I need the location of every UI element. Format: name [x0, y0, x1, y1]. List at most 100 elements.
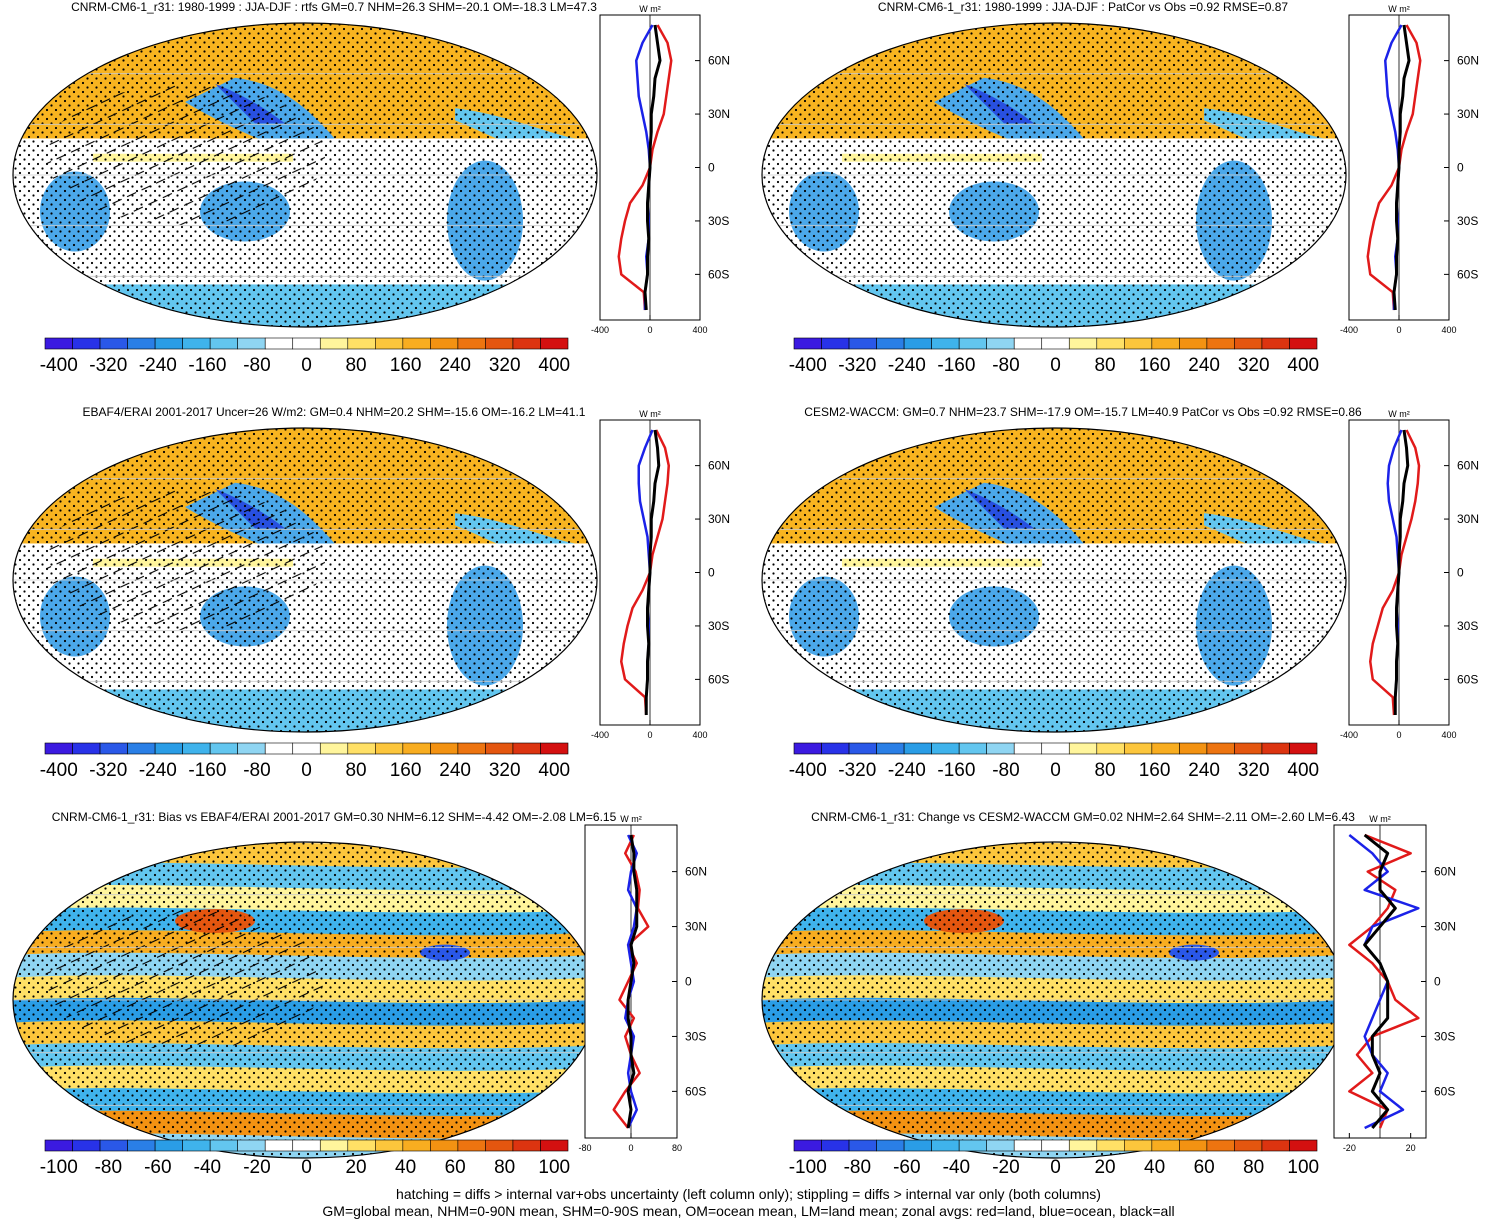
colorbar-label: -80: [844, 1157, 871, 1178]
colorbar-label: -80: [243, 760, 270, 781]
colorbar-swatch: [209, 1139, 238, 1152]
colorbar-swatch: [182, 337, 211, 350]
ytick-label: 30N: [708, 512, 730, 526]
colorbar-swatch: [793, 337, 822, 350]
colorbar-swatch: [430, 742, 459, 755]
ytick-label: 60S: [708, 672, 729, 686]
colorbar-swatch: [1179, 1139, 1208, 1152]
xtick-label: 0: [647, 730, 652, 740]
colorbar-swatch: [986, 742, 1015, 755]
colorbar-swatch: [237, 1139, 266, 1152]
colorbar-label: 400: [1287, 355, 1319, 376]
xtick-label: 80: [672, 1143, 682, 1153]
colorbar-swatch: [1234, 742, 1263, 755]
colorbar-label: 240: [1188, 760, 1220, 781]
ytick-label: 30S: [1457, 214, 1478, 228]
colorbar-swatch: [264, 337, 294, 350]
colorbar-label: -80: [992, 355, 1019, 376]
colorbar-swatch: [72, 337, 101, 350]
map-outline: [761, 427, 1347, 733]
xtick-label: -400: [1340, 325, 1358, 335]
colorbar: -400 -320 -240 -160 -80 0 80 160 240 320 400: [40, 742, 570, 781]
panel-middle-right: CESM2-WACCM: GM=0.7 NHM=23.7 SHM=-17.9 O…: [749, 405, 1497, 805]
panel-title: EBAF4/ERAI 2001-2017 Uncer=26 W/m2: GM=0…: [82, 405, 586, 419]
colorbar-label: -80: [95, 1157, 122, 1178]
colorbar-label: 0: [1050, 355, 1061, 376]
colorbar-swatch: [1096, 1139, 1125, 1152]
ytick-label: 30N: [685, 920, 707, 934]
colorbar-swatch: [931, 742, 960, 755]
colorbar-swatch: [485, 742, 514, 755]
colorbar-label: 160: [390, 760, 422, 781]
colorbar-label: 40: [395, 1157, 416, 1178]
zonal-mean-plot: W m² 60N 30N 0 30S 60S -20 20: [1333, 814, 1456, 1153]
map-outline: [12, 22, 598, 328]
colorbar-label: -400: [789, 355, 827, 376]
ytick-label: 60S: [1457, 267, 1478, 281]
colorbar-swatch: [182, 742, 211, 755]
colorbar-swatch: [821, 1139, 850, 1152]
colorbar-label: 80: [1094, 355, 1115, 376]
colorbar-swatch: [540, 742, 569, 755]
colorbar-swatch: [1096, 337, 1125, 350]
colorbar-label: 20: [345, 1157, 366, 1178]
land-series-line: [612, 834, 650, 1129]
colorbar-swatch: [1179, 337, 1208, 350]
colorbar-label: -240: [888, 760, 926, 781]
colorbar-swatch: [958, 742, 987, 755]
map-outline: [761, 22, 1347, 328]
panel-figure: W m² 60N 30N 0 30S 60S -400 0 400 -400 -320 -240 -16…: [761, 409, 1479, 781]
colorbar-swatch: [1013, 337, 1043, 350]
all-series-line: [1363, 833, 1397, 1129]
colorbar-label: 320: [489, 760, 521, 781]
colorbar-label: -320: [89, 355, 127, 376]
colorbar-swatch: [821, 337, 850, 350]
colorbar-label: -80: [243, 355, 270, 376]
ytick-label: 0: [1434, 975, 1441, 989]
colorbar-swatch: [1124, 337, 1153, 350]
colorbar-swatch: [292, 337, 321, 350]
panel-title: CESM2-WACCM: GM=0.7 NHM=23.7 SHM=-17.9 O…: [804, 405, 1362, 419]
colorbar-swatch: [264, 1139, 294, 1152]
ytick-label: 60N: [1457, 54, 1479, 68]
zonal-mean-plot: W m² 60N 30N 0 30S 60S -400 0 400: [591, 409, 730, 740]
ytick-label: 30S: [708, 619, 729, 633]
colorbar-swatch: [375, 742, 404, 755]
colorbar-swatch: [44, 742, 73, 755]
colorbar-label: -160: [937, 760, 975, 781]
colorbar-swatch: [457, 337, 486, 350]
colorbar-label: -400: [40, 760, 78, 781]
ytick-label: 60N: [708, 459, 730, 473]
colorbar-swatch: [1234, 1139, 1263, 1152]
colorbar-swatch: [485, 1139, 514, 1152]
colorbar: -400 -320 -240 -160 -80 0 80 160 240 320 400: [789, 337, 1319, 376]
colorbar-swatch: [44, 1139, 73, 1152]
colorbar-swatch: [347, 337, 376, 350]
colorbar-swatch: [292, 1139, 321, 1152]
colorbar-swatch: [1041, 742, 1070, 755]
colorbar-swatch: [793, 742, 822, 755]
colorbar-swatch: [1289, 1139, 1318, 1152]
colorbar-swatch: [958, 1139, 987, 1152]
hatching: [45, 910, 325, 1050]
colorbar-label: 160: [1139, 760, 1171, 781]
colorbar-label: 240: [1188, 355, 1220, 376]
footer-note-2: GM=global mean, NHM=0-90N mean, SHM=0-90…: [322, 1203, 1175, 1219]
colorbar-swatch: [209, 337, 238, 350]
zonal-mean-plot: W m² 60N 30N 0 30S 60S -80 0 80: [578, 814, 707, 1153]
colorbar-label: 320: [1238, 355, 1270, 376]
colorbar-label: -400: [40, 355, 78, 376]
colorbar-swatch: [903, 337, 932, 350]
colorbar-swatch: [876, 1139, 905, 1152]
hatching: [45, 85, 325, 225]
ytick-label: 30N: [1457, 107, 1479, 121]
colorbar-label: 320: [1238, 760, 1270, 781]
units-label: W m²: [1388, 409, 1410, 419]
colorbar-label: -20: [243, 1157, 270, 1178]
xtick-label: 0: [647, 325, 652, 335]
colorbar-swatch: [1261, 1139, 1290, 1152]
colorbar-swatch: [1206, 337, 1235, 350]
colorbar-swatch: [99, 1139, 128, 1152]
map: [762, 428, 1346, 732]
colorbar-swatch: [319, 337, 349, 350]
